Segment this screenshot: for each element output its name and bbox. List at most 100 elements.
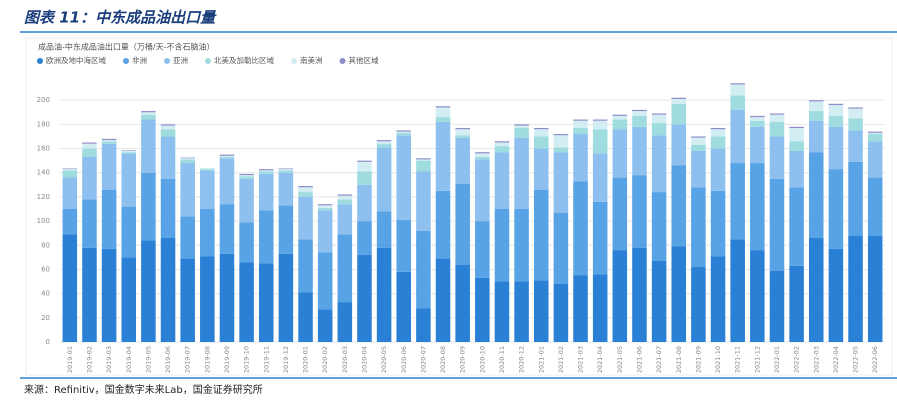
x-tick-label: 2020-10: [478, 346, 486, 373]
x-tick-label: 2021-11: [734, 346, 742, 373]
bar-segment: [396, 132, 412, 136]
bar-segment: [416, 171, 431, 231]
bar-segment: [671, 97, 687, 99]
bar-segment: [808, 238, 824, 342]
bar-segment: [514, 209, 529, 282]
bar-segment: [710, 256, 726, 342]
bar-segment: [769, 113, 785, 115]
bar-segment: [141, 112, 156, 115]
bar-segment: [691, 137, 706, 145]
bar-segment: [180, 216, 195, 259]
bar-segment: [317, 252, 333, 310]
bar-segment: [200, 167, 215, 170]
bar-segment: [278, 170, 294, 173]
bar-segment: [357, 184, 372, 222]
x-tick-label: 2021-06: [635, 346, 643, 373]
x-tick-label: 2022-03: [812, 346, 820, 373]
bar-segment: [867, 177, 883, 236]
bar-segment: [533, 127, 549, 130]
x-tick-label: 2022-06: [871, 346, 879, 373]
bar-segment: [710, 148, 726, 191]
bar-segment: [180, 158, 195, 160]
bar-segment: [867, 132, 883, 135]
bar-segment: [317, 309, 333, 342]
bar-segment: [632, 175, 647, 248]
bar-segment: [160, 125, 176, 130]
bar-segment: [435, 117, 451, 122]
bar-segment: [180, 157, 195, 159]
bar-segment: [416, 160, 431, 172]
bar-segment: [691, 136, 706, 138]
bar-segment: [789, 150, 804, 188]
bar-segment: [317, 204, 333, 206]
bar-segment: [789, 187, 804, 266]
bar-segment: [789, 141, 804, 151]
bar-segment: [651, 135, 667, 193]
bar-segment: [651, 260, 667, 342]
bar-segment: [789, 126, 804, 128]
bar-segment: [651, 113, 667, 115]
bar-segment: [573, 127, 588, 135]
legend-swatch: [37, 58, 43, 64]
y-tick-label: 60: [41, 265, 50, 273]
bar-segment: [808, 111, 824, 121]
x-tick-label: 2020-08: [439, 346, 447, 373]
bar-segment: [612, 115, 628, 120]
bar-segment: [82, 143, 97, 149]
bar-segment: [691, 150, 706, 188]
y-tick-label: 200: [37, 96, 50, 104]
legend-swatch: [339, 58, 346, 64]
bar-segment: [750, 115, 765, 118]
bar-segment: [219, 154, 235, 156]
bar-segment: [258, 169, 274, 171]
bar-segment: [710, 136, 726, 149]
y-tick-label: 20: [41, 314, 50, 322]
x-tick-label: 2021-02: [557, 346, 565, 373]
bar-segment: [730, 163, 745, 240]
bar-segment: [769, 136, 785, 179]
bar-segment: [278, 172, 294, 206]
y-tick-label: 0: [46, 338, 50, 346]
legend-label: 亚洲: [173, 56, 188, 65]
legend-swatch: [164, 58, 170, 64]
bar-segment: [494, 141, 510, 143]
source: 来源：Refinitiv，国金数字未来Lab，国金证券研究所: [24, 383, 263, 396]
bar-segment: [416, 308, 431, 342]
bar-segment: [101, 141, 117, 144]
bar-segment: [200, 170, 215, 209]
bar-segment: [848, 108, 863, 119]
bar-segment: [867, 141, 883, 178]
bar-segment: [219, 155, 235, 158]
bar-segment: [573, 134, 588, 182]
bar-segment: [592, 201, 608, 275]
bar-segment: [357, 221, 372, 255]
bar-segment: [376, 140, 392, 142]
x-tick-label: 2020-12: [518, 346, 526, 373]
bar-segment: [592, 119, 608, 121]
bar-segment: [298, 292, 313, 342]
x-tick-label: 2019-01: [66, 346, 74, 373]
bar-segment: [769, 121, 785, 137]
bar-segment: [612, 129, 628, 178]
bar-segment: [730, 84, 745, 96]
bar-segment: [632, 111, 647, 116]
bar-segment: [494, 152, 510, 209]
bar-segment: [533, 136, 549, 149]
x-tick-label: 2020-05: [380, 346, 388, 373]
bar-segment: [357, 254, 372, 342]
bar-segment: [671, 246, 687, 342]
bar-segment: [612, 119, 628, 130]
bar-segment: [710, 127, 726, 130]
bar-segment: [82, 142, 97, 144]
y-tick-label: 180: [37, 120, 50, 128]
y-tick-label: 40: [41, 290, 50, 298]
bar-segment: [278, 205, 294, 254]
bar-segment: [416, 158, 431, 160]
bar-segment: [435, 258, 451, 342]
bar-segment: [337, 194, 353, 196]
x-tick-label: 2022-02: [793, 346, 801, 373]
bar-segment: [789, 127, 804, 142]
bar-segment: [592, 120, 608, 130]
x-tick-label: 2021-12: [753, 346, 761, 373]
